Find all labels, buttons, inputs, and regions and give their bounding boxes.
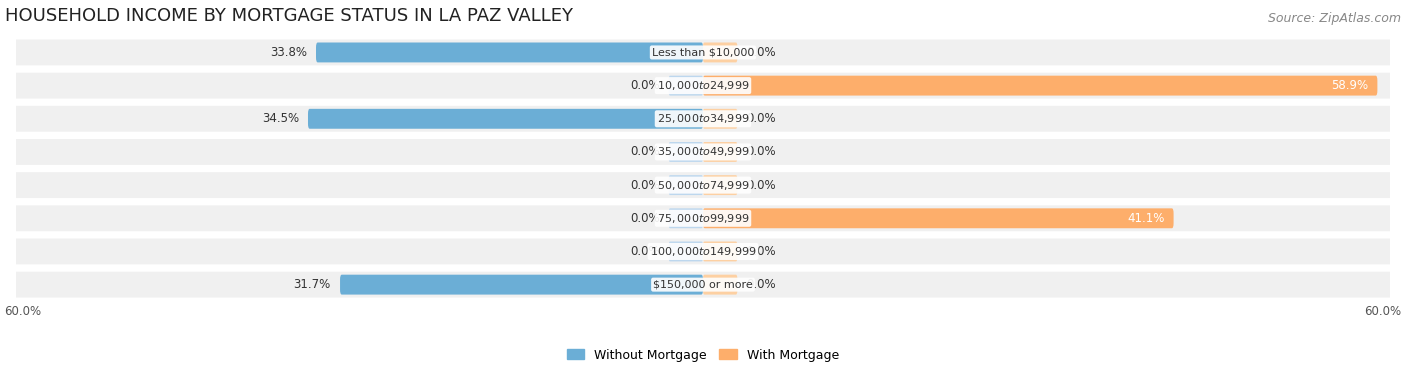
FancyBboxPatch shape xyxy=(703,76,1378,95)
Text: Less than $10,000: Less than $10,000 xyxy=(652,48,754,57)
Text: 0.0%: 0.0% xyxy=(747,179,776,192)
FancyBboxPatch shape xyxy=(703,242,737,261)
FancyBboxPatch shape xyxy=(308,109,703,129)
FancyBboxPatch shape xyxy=(4,73,1402,98)
Text: $35,000 to $49,999: $35,000 to $49,999 xyxy=(657,146,749,158)
Text: $50,000 to $74,999: $50,000 to $74,999 xyxy=(657,179,749,192)
FancyBboxPatch shape xyxy=(4,239,1402,264)
FancyBboxPatch shape xyxy=(4,106,1402,132)
FancyBboxPatch shape xyxy=(703,208,1174,228)
FancyBboxPatch shape xyxy=(703,275,737,294)
Text: HOUSEHOLD INCOME BY MORTGAGE STATUS IN LA PAZ VALLEY: HOUSEHOLD INCOME BY MORTGAGE STATUS IN L… xyxy=(4,7,572,25)
FancyBboxPatch shape xyxy=(4,40,1402,65)
FancyBboxPatch shape xyxy=(669,175,703,195)
Text: 0.0%: 0.0% xyxy=(747,278,776,291)
Text: 60.0%: 60.0% xyxy=(1364,305,1402,318)
Text: 31.7%: 31.7% xyxy=(294,278,330,291)
FancyBboxPatch shape xyxy=(669,242,703,261)
Text: 33.8%: 33.8% xyxy=(270,46,307,59)
FancyBboxPatch shape xyxy=(4,205,1402,231)
Text: 0.0%: 0.0% xyxy=(747,46,776,59)
Legend: Without Mortgage, With Mortgage: Without Mortgage, With Mortgage xyxy=(562,344,844,367)
FancyBboxPatch shape xyxy=(703,142,737,162)
Text: 34.5%: 34.5% xyxy=(262,112,299,125)
Text: 0.0%: 0.0% xyxy=(630,146,659,158)
FancyBboxPatch shape xyxy=(316,43,703,63)
Text: Source: ZipAtlas.com: Source: ZipAtlas.com xyxy=(1268,12,1402,25)
FancyBboxPatch shape xyxy=(4,139,1402,165)
Text: 0.0%: 0.0% xyxy=(630,179,659,192)
Text: 0.0%: 0.0% xyxy=(630,79,659,92)
FancyBboxPatch shape xyxy=(669,142,703,162)
FancyBboxPatch shape xyxy=(703,43,737,63)
Text: 41.1%: 41.1% xyxy=(1128,212,1164,225)
FancyBboxPatch shape xyxy=(703,175,737,195)
Text: 0.0%: 0.0% xyxy=(747,245,776,258)
FancyBboxPatch shape xyxy=(669,76,703,95)
Text: $10,000 to $24,999: $10,000 to $24,999 xyxy=(657,79,749,92)
FancyBboxPatch shape xyxy=(703,109,737,129)
Text: $25,000 to $34,999: $25,000 to $34,999 xyxy=(657,112,749,125)
Text: 0.0%: 0.0% xyxy=(747,112,776,125)
Text: 0.0%: 0.0% xyxy=(630,212,659,225)
Text: $150,000 or more: $150,000 or more xyxy=(654,280,752,290)
FancyBboxPatch shape xyxy=(669,208,703,228)
FancyBboxPatch shape xyxy=(4,272,1402,297)
Text: $100,000 to $149,999: $100,000 to $149,999 xyxy=(650,245,756,258)
Text: 58.9%: 58.9% xyxy=(1331,79,1368,92)
Text: 0.0%: 0.0% xyxy=(747,146,776,158)
FancyBboxPatch shape xyxy=(340,275,703,294)
Text: 60.0%: 60.0% xyxy=(4,305,42,318)
Text: 0.0%: 0.0% xyxy=(630,245,659,258)
Text: $75,000 to $99,999: $75,000 to $99,999 xyxy=(657,212,749,225)
FancyBboxPatch shape xyxy=(4,172,1402,198)
